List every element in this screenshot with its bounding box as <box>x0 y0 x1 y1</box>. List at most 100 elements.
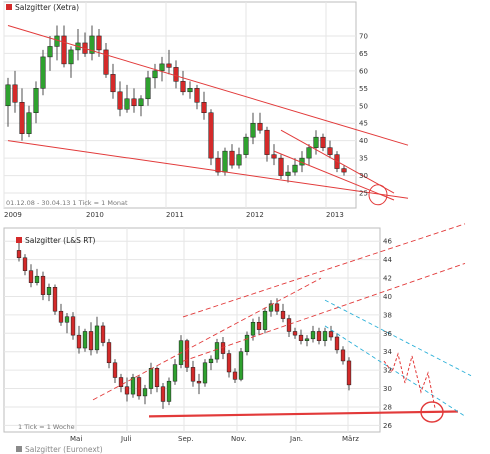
x-tick-label: 2010 <box>86 211 104 219</box>
x-tick-label: 2012 <box>246 211 264 219</box>
y-tick-label: 40 <box>359 137 368 145</box>
candle-body <box>61 35 67 65</box>
candle-body <box>117 91 123 110</box>
chart-bottom: Salzgitter (L&S RT) 1 Tick = 1 Woche 26 … <box>3 223 472 443</box>
projection-zigzag <box>383 352 436 409</box>
x-tick-label: Juli <box>120 435 131 443</box>
candle-body <box>280 310 286 319</box>
candle-body <box>292 331 298 336</box>
series-marker-bottom <box>16 237 22 243</box>
candle-body <box>340 349 346 362</box>
chart-title-top: Salzgitter (Xetra) <box>15 3 79 12</box>
y-tick-label: 55 <box>359 85 368 93</box>
candle-body <box>138 98 144 107</box>
trendline <box>280 129 395 194</box>
candle-body <box>52 287 58 312</box>
candle-body <box>54 35 60 47</box>
candle-body <box>64 316 70 323</box>
candle-body <box>310 331 316 340</box>
candle-body <box>19 102 25 134</box>
candles-top <box>5 25 347 183</box>
y-tick-label: 42 <box>383 275 392 283</box>
y-tick-label: 40 <box>383 293 392 301</box>
candle-body <box>47 46 53 58</box>
grid-bottom <box>4 228 380 432</box>
candle-body <box>306 147 312 159</box>
trendline <box>273 150 395 201</box>
y-tick-label: 36 <box>383 330 392 338</box>
channel-line-blue <box>324 299 472 377</box>
x-tick-label: 2011 <box>166 211 184 219</box>
candle-body <box>262 310 268 330</box>
candle-body <box>286 318 292 332</box>
candle-body <box>26 112 32 134</box>
candle-body <box>130 377 136 395</box>
candle-body <box>236 154 242 166</box>
y-tick-label: 25 <box>359 190 368 198</box>
candle-body <box>70 316 76 336</box>
candle-body <box>118 377 124 387</box>
legend-marker <box>16 446 22 452</box>
annotations-bottom <box>92 223 472 423</box>
candle-body <box>124 386 130 395</box>
candle-body <box>40 275 46 295</box>
candle-body <box>215 157 221 173</box>
channel-line <box>92 277 322 401</box>
chart-footer-top: 01.12.08 - 30.04.13 1 Tick = 1 Monat <box>6 199 128 207</box>
candle-body <box>244 334 250 352</box>
candle-body <box>268 303 274 312</box>
y-tick-label: 26 <box>383 422 392 430</box>
channel-line <box>182 262 466 362</box>
candle-body <box>201 102 207 113</box>
candle-body <box>238 351 244 380</box>
candle-body <box>196 380 202 384</box>
candle-body <box>110 74 116 93</box>
candle-body <box>226 353 232 373</box>
candle-body <box>264 129 270 155</box>
x-tick-label: Sep. <box>178 435 193 443</box>
y-tick-label: 70 <box>359 32 368 40</box>
candle-body <box>208 112 214 159</box>
candle-body <box>190 367 196 382</box>
annotations-top <box>7 25 409 206</box>
y-axis-bottom: 26 28 30 32 34 36 38 40 42 44 46 <box>383 238 392 430</box>
y-tick-label: 44 <box>383 256 392 264</box>
candle-body <box>94 325 100 351</box>
y-tick-label: 60 <box>359 67 368 75</box>
candle-body <box>173 67 179 82</box>
candle-body <box>166 380 172 402</box>
candle-body <box>243 136 249 155</box>
candle-body <box>232 371 238 380</box>
candle-body <box>160 386 166 402</box>
legend-strip-label: Salzgitter (Euronext) <box>25 445 103 454</box>
candle-body <box>304 338 310 341</box>
candle-body <box>76 334 82 349</box>
candle-body <box>184 340 190 368</box>
x-tick-label: 2013 <box>326 211 344 219</box>
candle-body <box>166 63 172 68</box>
candle-body <box>187 88 193 93</box>
candle-body <box>152 70 158 79</box>
candle-body <box>142 388 148 397</box>
y-tick-label: 28 <box>383 403 392 411</box>
candle-body <box>46 287 52 295</box>
trendline <box>7 140 409 199</box>
y-tick-label: 46 <box>383 238 392 246</box>
candle-body <box>250 322 256 336</box>
candle-body <box>124 98 130 110</box>
x-tick-label: Jan. <box>289 435 303 443</box>
candle-body <box>334 336 340 351</box>
candle-body <box>154 368 160 387</box>
y-tick-label: 65 <box>359 50 368 58</box>
y-axis-top: 25 30 35 40 45 50 55 60 65 70 <box>359 32 368 197</box>
candle-body <box>100 325 106 343</box>
candle-body <box>328 331 334 338</box>
series-marker-top <box>6 4 12 10</box>
candle-body <box>148 368 154 389</box>
candle-body <box>106 342 112 364</box>
plot-frame-bottom <box>3 227 381 433</box>
candle-body <box>136 377 142 397</box>
candle-body <box>16 250 22 259</box>
candle-body <box>257 122 263 131</box>
